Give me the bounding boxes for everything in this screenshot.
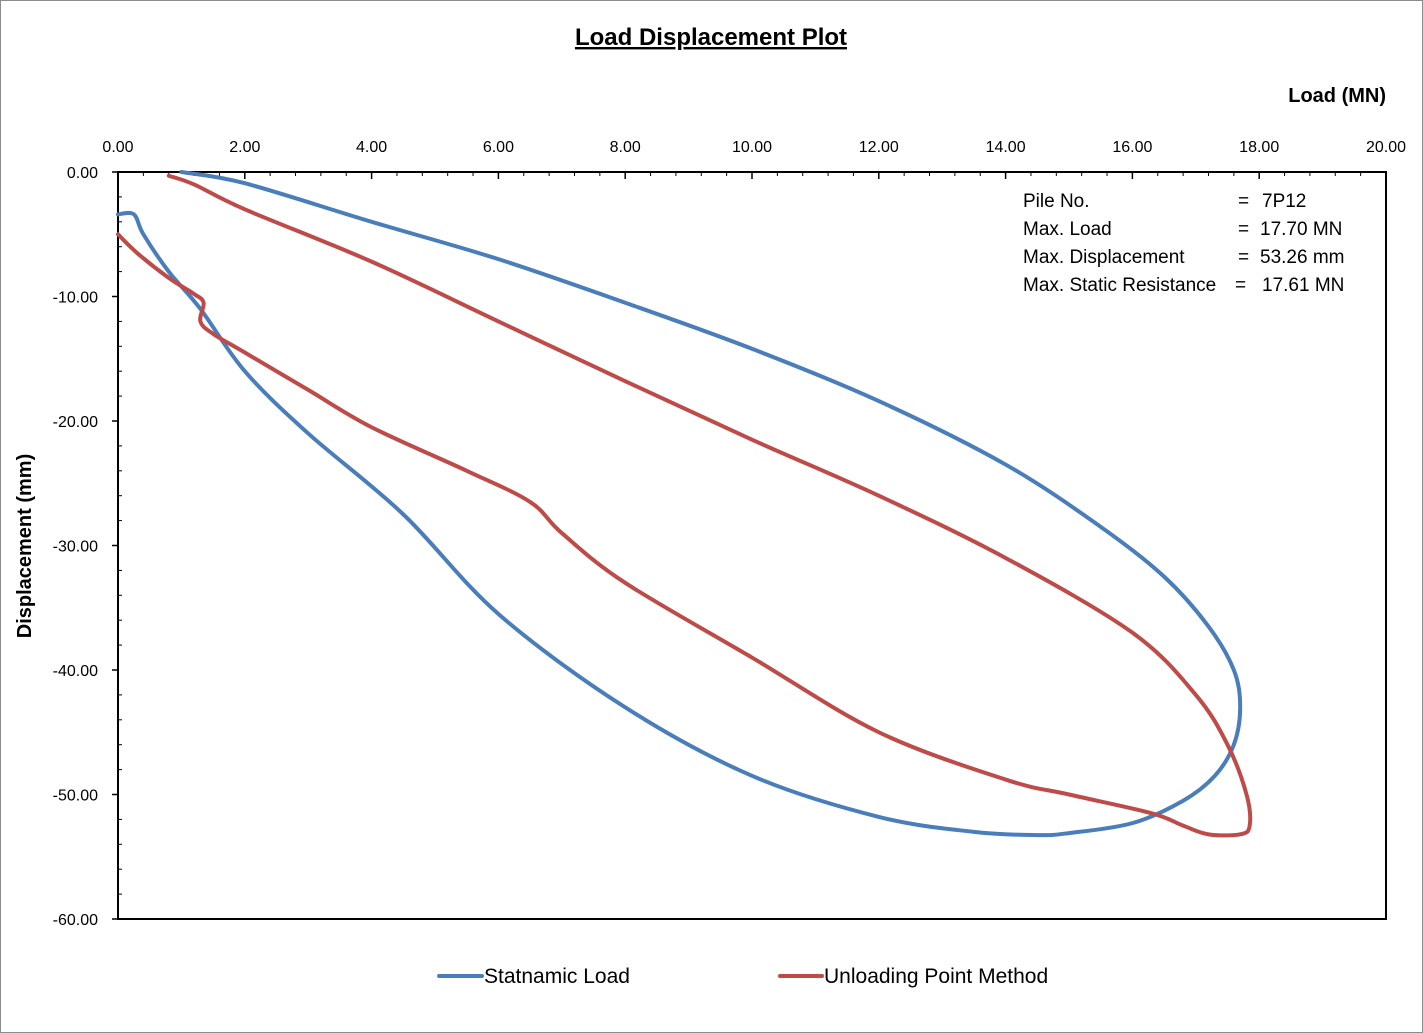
x-axis-title: Load (MN) <box>1288 85 1386 107</box>
x-tick-label: 16.00 <box>1112 139 1152 156</box>
x-tick-label: 8.00 <box>610 139 641 156</box>
x-axis-tick-labels: 0.00 2.00 4.00 6.00 8.00 10.00 12.00 14.00 16.00… <box>102 139 1406 156</box>
y-tick-label: -10.00 <box>53 290 98 307</box>
info-max-static-label: Max. Static Resistance <box>1023 275 1216 296</box>
info-pile-label: Pile No. <box>1023 191 1090 212</box>
y-axis-tick-labels: 0.00 -10.00 -20.00 -30.00 -40.00 -50.00 -60.00 <box>53 165 98 929</box>
x-tick-label: 20.00 <box>1366 139 1406 156</box>
y-tick-label: -60.00 <box>53 912 98 929</box>
x-tick-label: 14.00 <box>986 139 1026 156</box>
info-pile-sep: = <box>1238 191 1249 212</box>
legend-label-unloading-point-method: Unloading Point Method <box>824 965 1048 988</box>
x-tick-label: 6.00 <box>483 139 514 156</box>
info-max-load-sep: = <box>1238 219 1249 240</box>
info-pile-value: 7P12 <box>1262 191 1306 212</box>
series-lines <box>116 170 1253 838</box>
legend-label-statnamic-load: Statnamic Load <box>484 965 630 988</box>
series-line-unloading-point-method <box>116 173 1253 838</box>
info-max-load-value: 17.70 MN <box>1260 219 1342 240</box>
x-axis-ticks <box>117 172 1387 179</box>
series-line-statnamic-load <box>116 170 1243 838</box>
info-max-displacement-sep: = <box>1238 247 1249 268</box>
legend: Statnamic Load Unloading Point Method <box>437 965 1048 988</box>
y-tick-label: -20.00 <box>53 414 98 431</box>
info-max-displacement-label: Max. Displacement <box>1023 247 1185 268</box>
info-box: Pile No. = 7P12 Max. Load = 17.70 MN Max… <box>1023 191 1344 296</box>
chart-title: Load Displacement Plot <box>575 24 847 51</box>
x-tick-label: 18.00 <box>1239 139 1279 156</box>
info-max-load-label: Max. Load <box>1023 219 1112 240</box>
x-tick-label: 10.00 <box>732 139 772 156</box>
x-tick-label: 12.00 <box>859 139 899 156</box>
x-tick-label: 2.00 <box>229 139 260 156</box>
y-tick-label: 0.00 <box>67 165 98 182</box>
y-tick-label: -40.00 <box>53 663 98 680</box>
y-axis-title: Displacement (mm) <box>14 454 36 639</box>
x-tick-label: 0.00 <box>102 139 133 156</box>
y-tick-label: -50.00 <box>53 788 98 805</box>
info-max-displacement-value: 53.26 mm <box>1260 247 1344 268</box>
info-max-static-sep: = <box>1235 275 1246 296</box>
info-max-static-value: 17.61 MN <box>1262 275 1344 296</box>
x-tick-label: 4.00 <box>356 139 387 156</box>
y-tick-label: -30.00 <box>53 539 98 556</box>
y-axis-ticks <box>112 171 122 920</box>
